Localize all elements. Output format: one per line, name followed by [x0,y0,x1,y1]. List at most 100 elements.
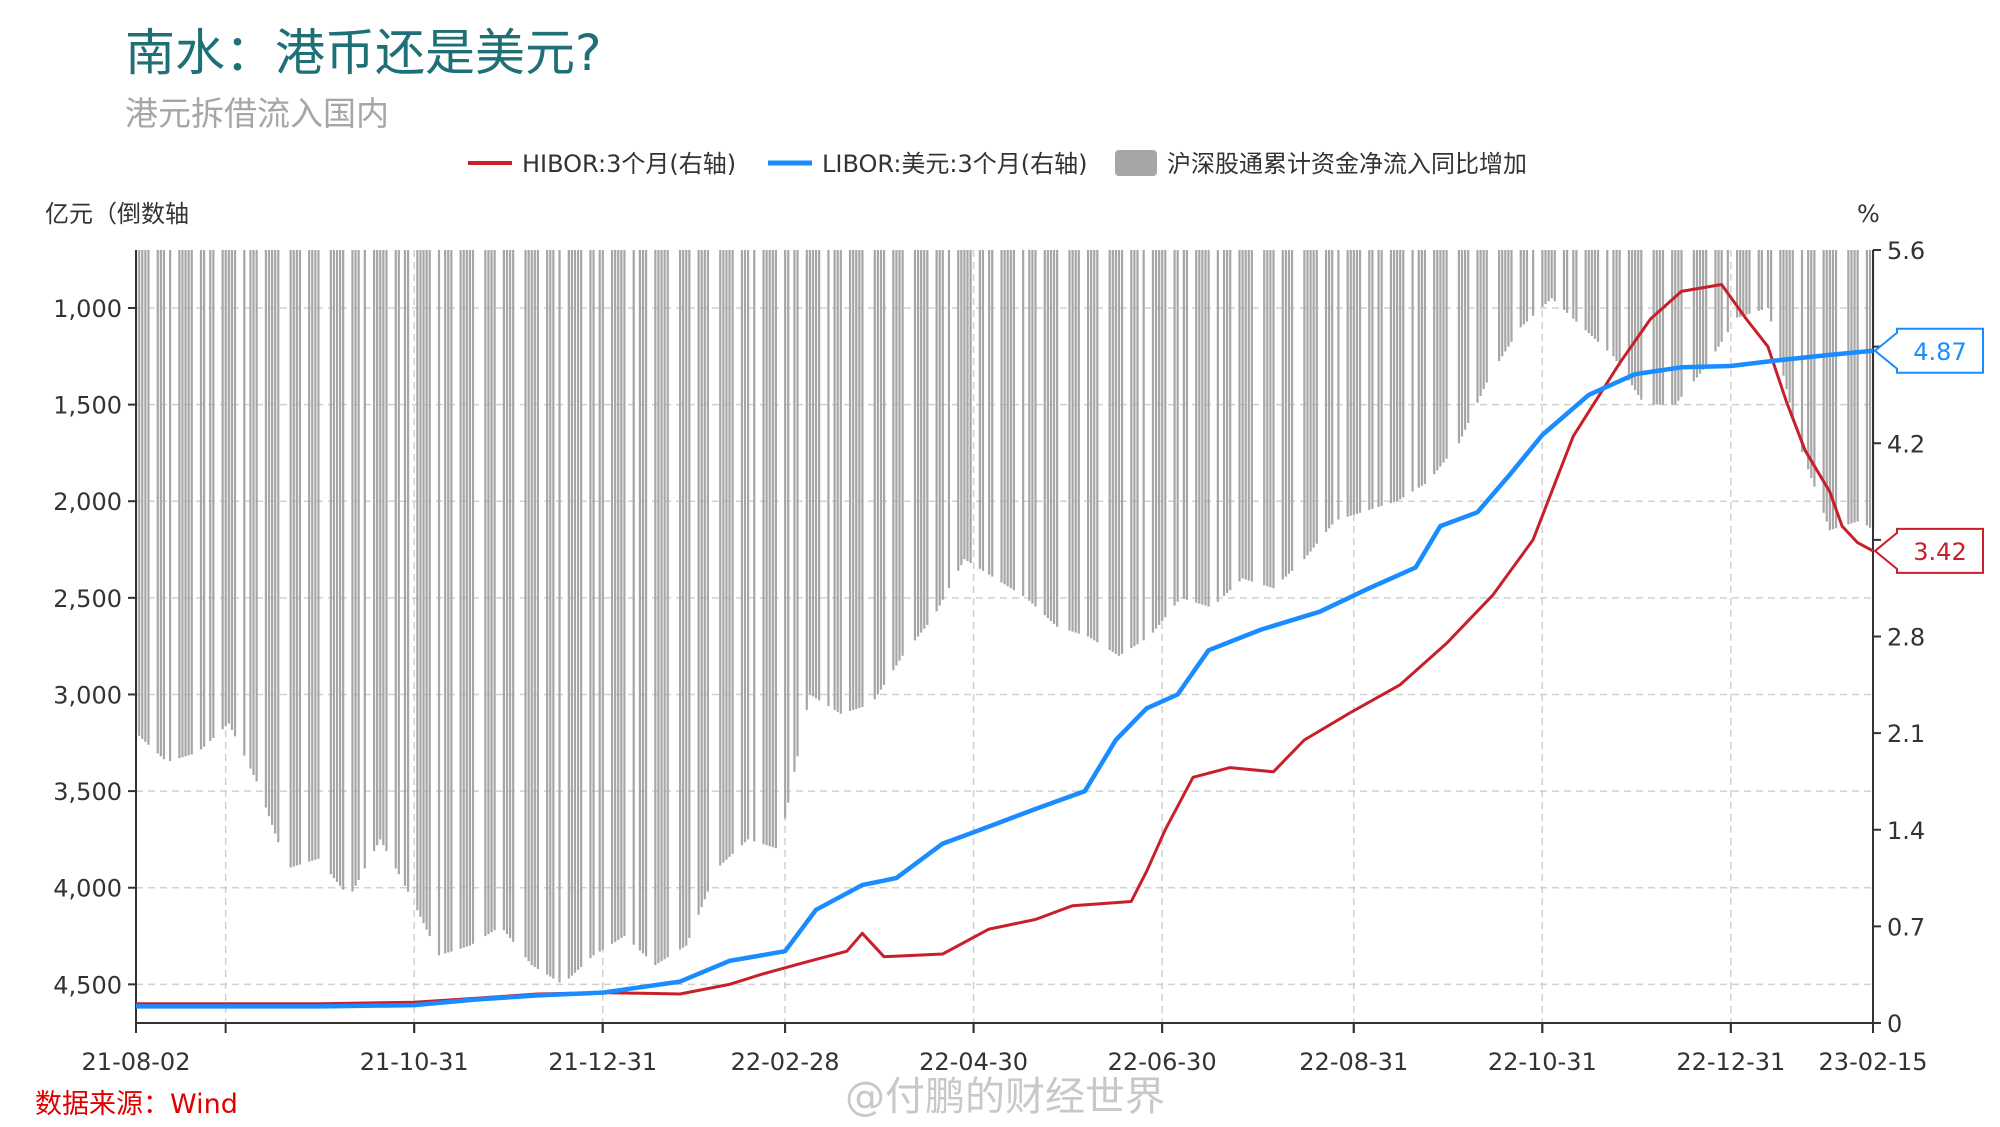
bar [1584,250,1587,331]
bar [1596,250,1600,342]
bar [190,250,193,755]
bar [1287,250,1291,574]
bar [1182,250,1185,599]
bar [379,250,382,840]
bar [1244,250,1247,580]
bar [1692,250,1695,382]
bar [1173,250,1176,606]
left-tick-label: 3,000 [53,681,122,709]
bar [1009,250,1012,589]
bar [700,250,703,908]
bar [1142,250,1145,641]
bar [1445,250,1448,459]
bar [1482,250,1485,390]
bar [706,250,709,892]
bar [1056,250,1059,627]
bar [1315,250,1318,544]
bar [1204,250,1207,606]
bar [660,250,663,962]
bar [1714,250,1717,352]
bar [654,250,657,966]
bar [329,250,332,875]
bar [576,250,580,970]
bar [811,250,815,697]
line-series [136,283,1874,1009]
bar [1012,250,1015,591]
bar [1476,250,1479,403]
bar [1720,250,1723,342]
bar [372,250,376,852]
left-tick-label: 4,500 [53,971,122,999]
bar [419,250,422,917]
bar [141,250,144,739]
legend-swatch-bars [1115,150,1157,176]
bar [1460,250,1464,437]
bar [592,250,595,956]
bar [277,250,280,843]
bar [1281,250,1284,580]
bar [357,250,360,880]
chart-subtitle: 港元拆借流入国内 [125,94,389,133]
bar [858,250,861,709]
bar [1377,250,1380,508]
bar [722,250,725,863]
bar [1093,250,1096,641]
bar [270,250,274,825]
bar [1834,250,1838,529]
bar [920,250,923,633]
bar [855,250,858,709]
bar [805,250,808,710]
bar [960,250,963,565]
bar [1828,250,1831,531]
bar [632,250,635,945]
bar [1498,250,1501,362]
bar [1541,250,1544,308]
bar [1612,250,1615,357]
bar [524,250,527,958]
hibor-end-label-box [1873,527,1984,574]
bar [1071,250,1074,632]
bar [589,250,592,959]
bar [1028,250,1031,601]
bar [1136,250,1139,645]
bar [1566,250,1569,313]
bar [981,250,985,571]
left-tick-label: 1,000 [53,295,122,323]
bar [1785,250,1788,390]
bar [1185,250,1189,600]
bar [493,250,496,931]
bar [1467,250,1470,423]
bar [688,250,691,938]
bar [406,250,410,892]
bar [252,250,255,775]
bar [527,250,530,962]
bar [1238,250,1241,582]
bar [1615,250,1618,362]
bar [403,250,407,886]
bar [1572,250,1575,319]
x-tick-label: 21-10-31 [360,1048,469,1076]
bar [1337,250,1340,520]
bar [657,250,660,964]
bar [1698,250,1702,374]
bar [1034,250,1037,607]
bar [901,250,904,656]
bar [1349,250,1352,516]
bar [1606,250,1609,351]
bar [663,250,666,960]
bar [947,250,951,589]
bar [311,250,314,861]
bar [685,250,688,946]
chart-title: 南水：港币还是美元? [125,24,602,82]
libor-line [136,348,1874,1009]
libor-end-label-box [1873,327,1984,374]
bar [351,250,354,892]
bar [771,250,774,848]
bar [1782,250,1785,376]
bar [462,250,465,948]
bar [199,250,203,750]
bar [1865,250,1869,526]
bar [1779,250,1782,363]
bar [1547,250,1550,302]
bar [1380,250,1383,507]
